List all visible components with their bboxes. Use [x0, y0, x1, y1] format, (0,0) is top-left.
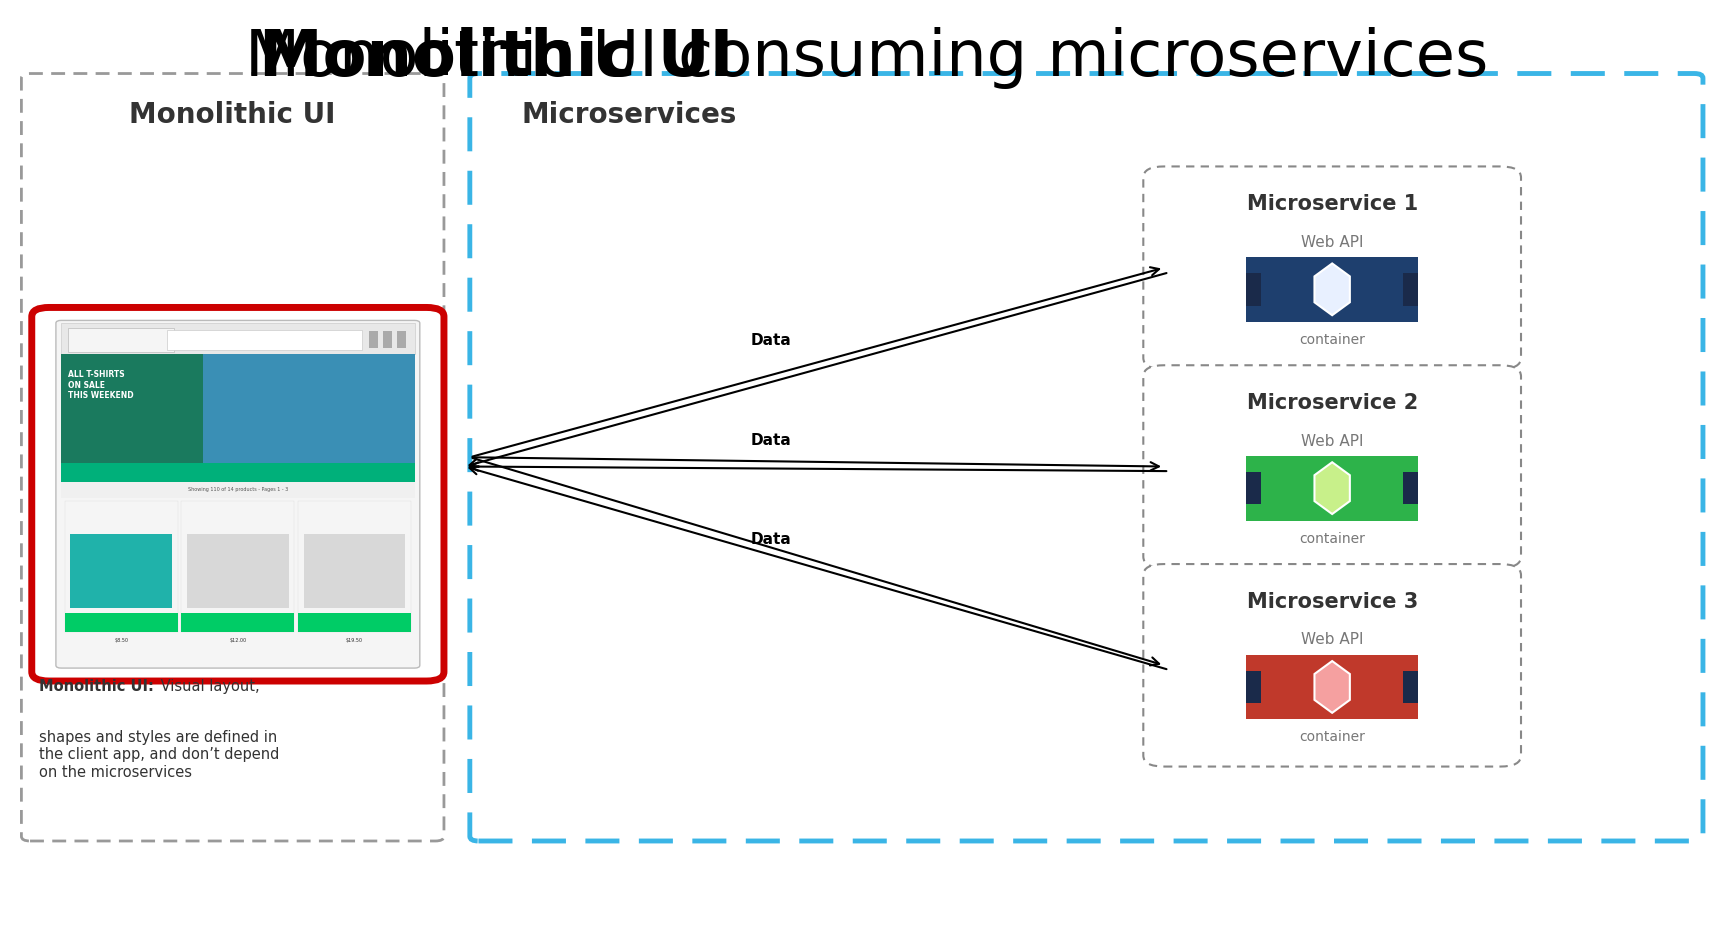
Bar — [298, 501, 410, 633]
Polygon shape — [1313, 462, 1349, 514]
Bar — [1245, 472, 1261, 505]
Text: Monolithic UI: Monolithic UI — [260, 27, 733, 90]
Text: $12.00: $12.00 — [229, 638, 246, 643]
Bar — [61, 464, 414, 482]
Text: Web API: Web API — [1301, 633, 1363, 648]
Text: Monolithic UI: Monolithic UI — [130, 102, 336, 130]
Text: container: container — [1299, 731, 1365, 745]
Bar — [1403, 273, 1417, 305]
Bar — [61, 354, 414, 464]
Bar — [383, 331, 391, 348]
Text: Microservice 2: Microservice 2 — [1245, 393, 1417, 413]
Bar — [182, 613, 294, 633]
Text: Web API: Web API — [1301, 434, 1363, 449]
Bar — [1403, 671, 1417, 703]
Text: Microservice 3: Microservice 3 — [1245, 592, 1417, 612]
Text: Data: Data — [750, 333, 792, 348]
Text: Monolithic UI:: Monolithic UI: — [38, 679, 154, 694]
Bar — [1245, 671, 1261, 703]
Bar — [1245, 273, 1261, 305]
Bar — [303, 534, 405, 607]
Text: Data: Data — [750, 433, 792, 448]
Text: ALL T-SHIRTS
ON SALE
THIS WEEKEND: ALL T-SHIRTS ON SALE THIS WEEKEND — [68, 370, 133, 400]
Bar — [369, 331, 378, 348]
Text: shapes and styles are defined in
the client app, and don’t depend
on the microse: shapes and styles are defined in the cli… — [38, 730, 279, 780]
FancyBboxPatch shape — [1143, 166, 1521, 369]
Bar — [64, 613, 178, 633]
FancyBboxPatch shape — [55, 320, 419, 668]
Text: Visual layout,: Visual layout, — [156, 679, 260, 694]
Polygon shape — [1313, 661, 1349, 713]
Bar — [61, 482, 414, 497]
Text: $8.50: $8.50 — [114, 638, 128, 643]
Text: Microservice 1: Microservice 1 — [1245, 194, 1417, 215]
Bar — [71, 534, 171, 607]
Bar — [1245, 655, 1417, 719]
Text: $19.50: $19.50 — [346, 638, 362, 643]
Text: Monolithic UI consuming microservices: Monolithic UI consuming microservices — [244, 27, 1488, 90]
Bar — [187, 534, 289, 607]
FancyBboxPatch shape — [1143, 365, 1521, 568]
Text: Microservices: Microservices — [521, 102, 736, 130]
Bar — [61, 354, 203, 464]
Bar — [61, 323, 414, 354]
Bar — [182, 501, 294, 633]
Bar — [298, 613, 410, 633]
Bar — [166, 330, 362, 350]
Text: Web API: Web API — [1301, 235, 1363, 250]
Text: container: container — [1299, 333, 1365, 347]
Bar — [1245, 257, 1417, 322]
Text: container: container — [1299, 532, 1365, 546]
Bar — [397, 331, 405, 348]
Bar — [68, 328, 175, 352]
Bar — [185, 354, 414, 464]
Bar — [1403, 472, 1417, 505]
Text: Data: Data — [750, 532, 792, 547]
Bar — [1245, 456, 1417, 521]
Polygon shape — [1313, 263, 1349, 315]
FancyBboxPatch shape — [1143, 564, 1521, 767]
Bar — [64, 501, 178, 633]
Text: Showing 110 of 14 products - Pages 1 - 3: Showing 110 of 14 products - Pages 1 - 3 — [187, 487, 288, 493]
